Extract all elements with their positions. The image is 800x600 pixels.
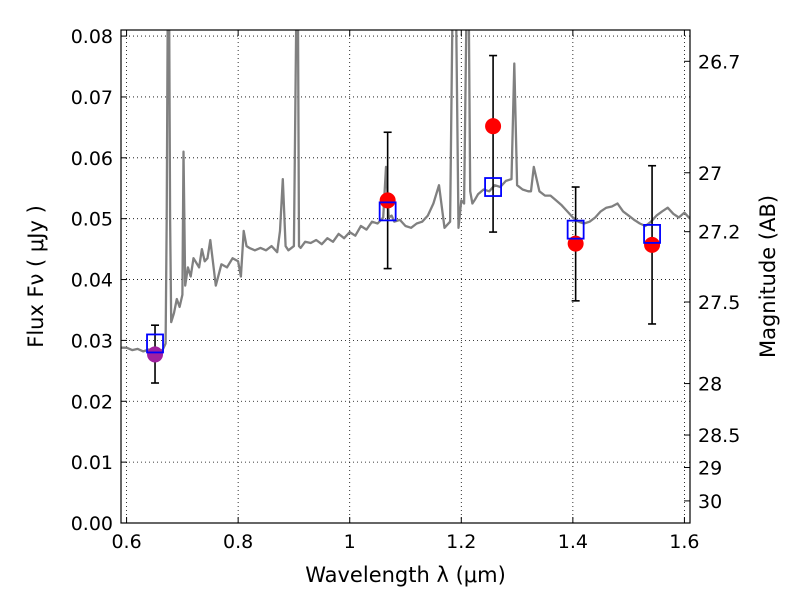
y-tick-label: 0.01 — [71, 452, 113, 474]
y-tick-label: 0.05 — [71, 209, 113, 231]
y-tick-label: 0.04 — [71, 270, 113, 292]
y-axis-label: Flux Fν ( μJy ) — [24, 205, 48, 348]
y-tick-label: 0.02 — [71, 391, 113, 413]
right-tick-label: 27 — [698, 163, 722, 185]
x-tick-label: 1.4 — [558, 531, 588, 553]
x-tick-label: 1.6 — [669, 531, 699, 553]
y-tick-label: 0.07 — [71, 87, 113, 109]
right-tick-label: 26.7 — [698, 51, 740, 73]
x-tick-label: 1 — [344, 531, 356, 553]
model-square — [566, 219, 585, 240]
right-tick-label: 28.5 — [698, 425, 740, 447]
model-square — [643, 223, 661, 244]
y-tick-label: 0.06 — [71, 148, 113, 170]
plot-area — [121, 30, 690, 384]
x-tick-label: 0.8 — [223, 531, 253, 553]
right-tick-label: 30 — [698, 491, 722, 513]
flux-point — [485, 118, 502, 135]
flux-point — [567, 235, 584, 252]
x-tick-label: 1.2 — [446, 531, 476, 553]
right-tick-label: 27.2 — [698, 222, 740, 244]
flux-point — [644, 236, 661, 253]
right-tick-label: 28 — [698, 374, 722, 396]
right-axis-label: Magnitude (AB) — [756, 195, 780, 358]
y-tick-label: 0.08 — [71, 26, 113, 48]
flux-point — [147, 346, 164, 363]
flux-point — [379, 192, 396, 209]
right-tick-label: 29 — [698, 457, 722, 479]
grid — [121, 30, 690, 524]
spectrum-line — [121, 30, 690, 354]
model-square — [484, 177, 502, 197]
model-square — [378, 201, 397, 222]
y-tick-label: 0.00 — [71, 513, 113, 535]
model-square — [146, 333, 164, 354]
right-tick-label: 27.5 — [698, 292, 740, 314]
x-axis-label: Wavelength λ (μm) — [305, 563, 506, 587]
axis-ticks: 0.6 0.8 1 1.2 1.4 1.6 0.00 0.01 0.02 0.03 0.04 0.05… — [71, 26, 741, 553]
y-tick-label: 0.03 — [71, 330, 113, 352]
plot-frame — [120, 29, 691, 524]
x-tick-label: 0.6 — [111, 531, 141, 553]
